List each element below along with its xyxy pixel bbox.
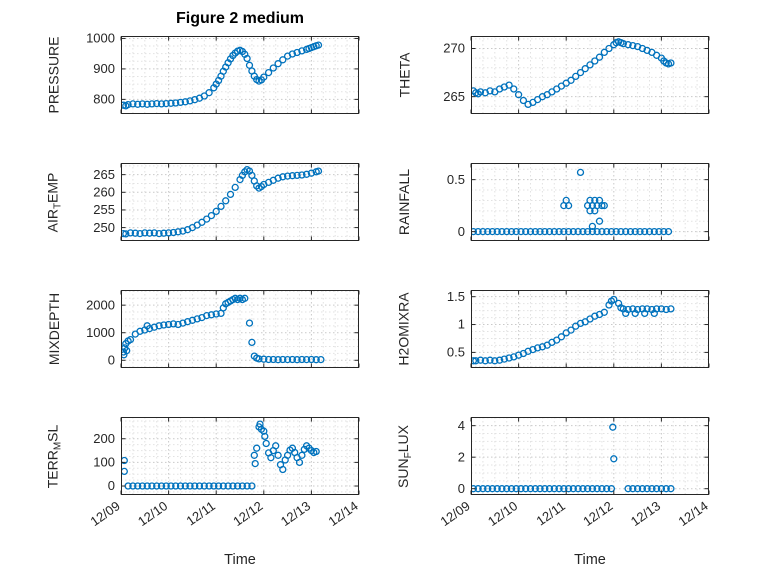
x-tick-label: 12/09: [87, 498, 122, 529]
data-series-air-temp: [121, 166, 323, 238]
y-axis-label-pressure: PRESSURE: [46, 36, 62, 114]
y-axis-label-terr-msl: TERRMSL: [44, 424, 64, 488]
y-tick-label: 2: [458, 449, 465, 464]
y-tick-label: 1000: [86, 31, 115, 46]
y-tick-label: 900: [93, 61, 115, 76]
data-series-theta: [471, 38, 675, 109]
data-series-rainfall: [471, 168, 673, 236]
y-tick-label: 1000: [86, 325, 115, 340]
y-tick-label: 250: [93, 220, 115, 235]
y-tick-label: 265: [443, 89, 465, 104]
plot-area-air-temp: 250 255 260 265: [93, 163, 360, 241]
x-tick-label: 12/10: [135, 498, 170, 529]
y-tick-label: 0.5: [447, 172, 465, 187]
subplot-theta: THETA 265 270: [389, 36, 778, 163]
y-axis-label-sun-flux: SUNFLUX: [394, 424, 414, 488]
y-tick-label: 200: [93, 431, 115, 446]
x-tick-label: 12/10: [485, 498, 520, 529]
data-series-pressure: [121, 41, 323, 110]
subplot-h2omixra: H2OMIXRA 0.5 1 1.5: [389, 289, 778, 417]
data-series-terr-msl: [121, 420, 320, 490]
data-series-mixdepth: [121, 294, 325, 364]
y-tick-label: 4: [458, 418, 465, 433]
y-tick-label: 1: [458, 317, 465, 332]
y-tick-label: 0: [458, 481, 465, 496]
plot-area-theta: 265 270: [443, 36, 710, 114]
x-axis-title-right: Time: [574, 552, 606, 568]
y-axis-label-rainfall: RAINFALL: [396, 168, 413, 236]
y-tick-label: 265: [93, 167, 115, 182]
y-tick-label: 1.5: [447, 289, 465, 304]
y-tick-label: 255: [93, 202, 115, 217]
subplot-terr-msl: TERRMSL 0 100 200 12/09 12/10 12/11 12/12 12/13 1…: [0, 417, 389, 544]
subplot-sun-flux: SUNFLUX 0 2 4 12/09 12/10 12/11 12/12 12/13 12/14: [389, 417, 778, 544]
y-axis-label-theta: THETA: [396, 52, 413, 98]
plot-area-sun-flux: 0 2 4 12/09 12/10 12/11 12/12 12/13 12/14: [437, 417, 711, 529]
plot-area-rainfall: 00.5: [447, 163, 710, 241]
subplot-mixdepth: MIXDEPTH 0 1000 2000: [0, 290, 389, 417]
y-tick-label: 0.5: [447, 345, 465, 360]
y-tick-label: 0: [108, 478, 115, 493]
subplot-pressure: PRESSURE 800 900 1000: [0, 31, 389, 163]
x-tick-label: 12/11: [183, 498, 217, 528]
y-axis-label-air-temp: AIRTEMP: [44, 172, 64, 232]
y-tick-label: 2000: [86, 297, 115, 312]
x-tick-label: 12/14: [675, 498, 710, 529]
y-tick-label: 800: [93, 92, 115, 107]
figure-title: Figure 2 medium: [175, 10, 305, 27]
subplot-grid: PRESSURE 800 900 1000 THETA 265 270 AIRTEMP 250 2…: [0, 31, 778, 544]
y-tick-label: 260: [93, 184, 115, 199]
y-tick-label: 270: [443, 41, 465, 56]
data-series-h2omixra: [471, 295, 675, 365]
subplot-rainfall: RAINFALL 0 0.5: [389, 163, 778, 290]
plot-area-terr-msl: 0 100 200 12/09 12/10 12/11 12/12 12/13 12/14: [87, 417, 361, 529]
subplot-air-temp: AIRTEMP 250 255 260 265: [0, 163, 389, 290]
x-tick-label: 12/11: [533, 498, 567, 528]
x-tick-label: 12/13: [628, 498, 663, 529]
x-tick-label: 12/14: [325, 498, 360, 529]
y-tick-label: 0: [108, 352, 115, 367]
plot-area-h2omixra: 0.5 1 1.5: [447, 289, 710, 368]
x-tick-label: 12/12: [580, 498, 615, 529]
y-axis-label-mixdepth: MIXDEPTH: [46, 292, 62, 366]
data-series-sun-flux: [471, 423, 675, 493]
y-axis-label-h2omixra: H2OMIXRA: [396, 292, 412, 366]
x-tick-label: 12/12: [230, 498, 265, 529]
x-tick-label: 12/13: [278, 498, 313, 529]
x-axis-title-left: Time: [224, 552, 256, 568]
plot-area-mixdepth: 0 1000 2000: [86, 290, 360, 368]
x-tick-label: 12/09: [437, 498, 472, 529]
y-tick-label: 100: [93, 455, 115, 470]
y-tick-label: 0: [458, 224, 465, 239]
plot-area-pressure: 800 900 1000: [86, 31, 360, 114]
